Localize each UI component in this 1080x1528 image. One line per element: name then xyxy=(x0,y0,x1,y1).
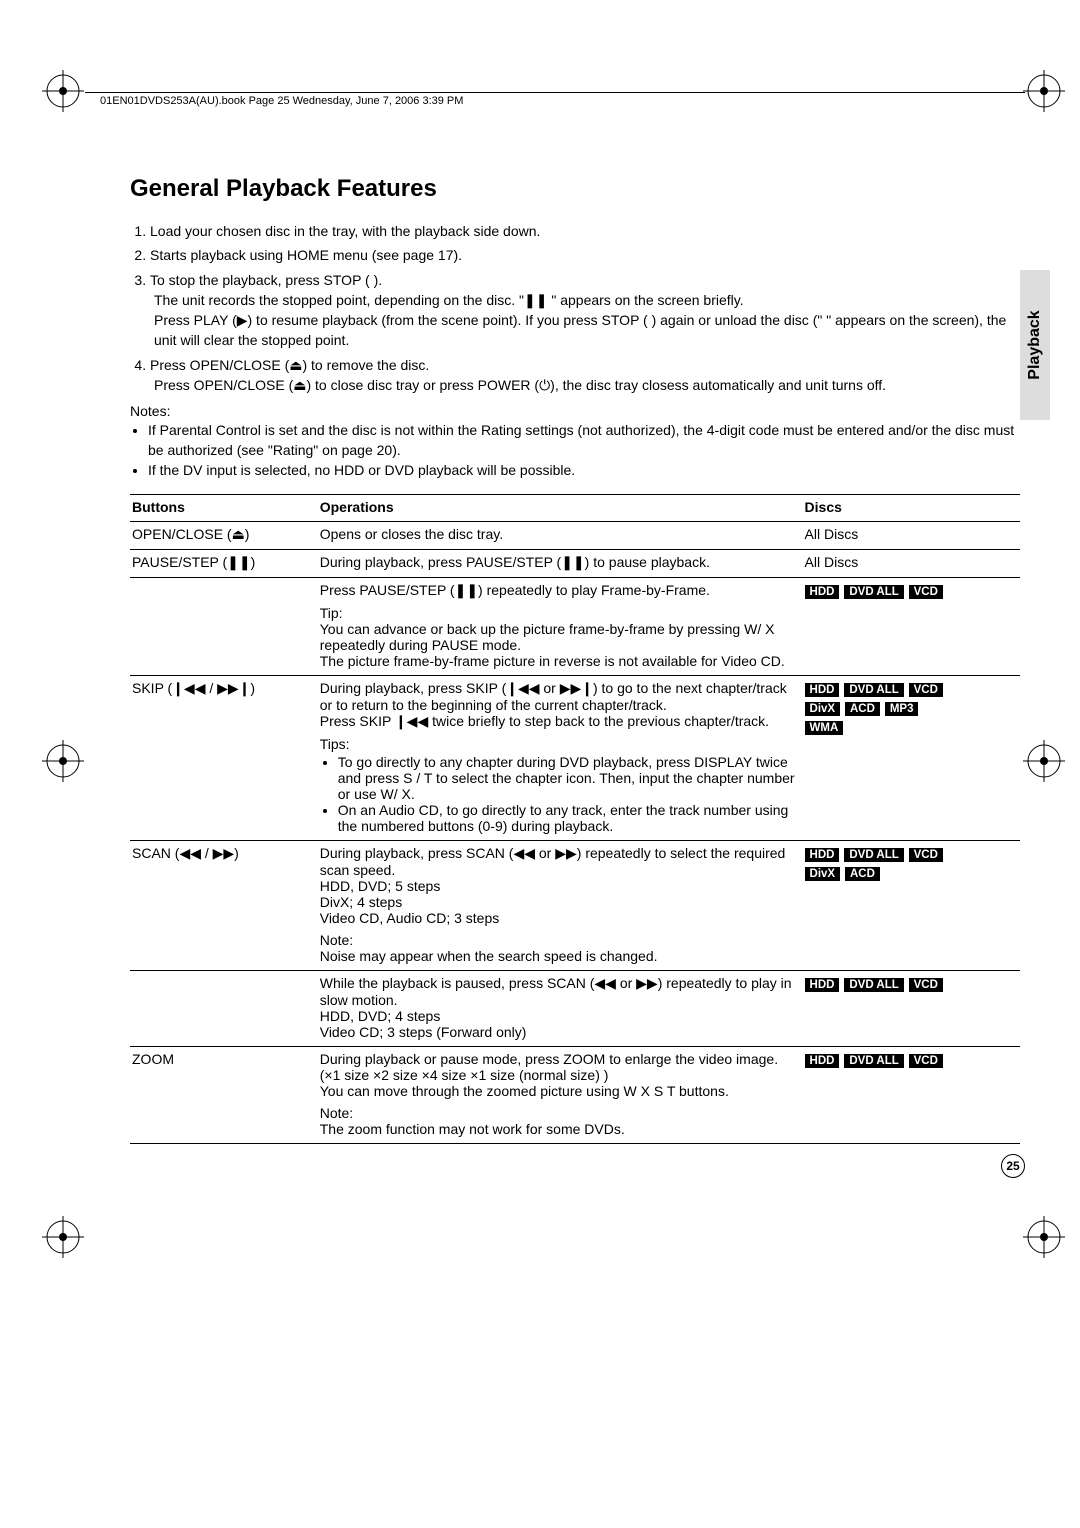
section-tab: Playback xyxy=(1020,270,1050,420)
row-skip: SKIP (❙◀◀ / ▶▶❙) During playback, press … xyxy=(130,676,1020,841)
disc-badge: DVD ALL xyxy=(844,848,903,862)
col-discs: Discs xyxy=(803,495,1020,522)
row-openclose: OPEN/CLOSE (⏏) Opens or closes the disc … xyxy=(130,522,1020,550)
cell-op: During playback, press SKIP (❙◀◀ or ▶▶❙)… xyxy=(318,676,803,841)
cell-disc: All Discs xyxy=(803,550,1020,578)
disc-badge: HDD xyxy=(805,683,840,697)
row-zoom: ZOOM During playback or pause mode, pres… xyxy=(130,1047,1020,1144)
cell-btn: SKIP (❙◀◀ / ▶▶❙) xyxy=(130,676,318,841)
crop-mark-icon xyxy=(1023,740,1065,782)
crop-mark-icon xyxy=(42,740,84,782)
cell-disc: HDD DVD ALL VCD xyxy=(803,1047,1020,1144)
disc-badge: ACD xyxy=(845,867,880,881)
cell-btn xyxy=(130,971,318,1047)
disc-badge: HDD xyxy=(805,1054,840,1068)
section-tab-label: Playback xyxy=(1026,310,1044,379)
cell-btn xyxy=(130,578,318,676)
cell-btn: PAUSE/STEP (❚❚) xyxy=(130,550,318,578)
step-4: Press OPEN/CLOSE (⏏) to remove the disc.… xyxy=(150,355,1020,396)
header-rule xyxy=(85,92,1025,93)
disc-badge: HDD xyxy=(805,848,840,862)
crop-mark-icon xyxy=(1023,70,1065,112)
cell-op: While the playback is paused, press SCAN… xyxy=(318,971,803,1047)
disc-badge: WMA xyxy=(805,721,844,735)
features-table: Buttons Operations Discs OPEN/CLOSE (⏏) … xyxy=(130,494,1020,1144)
notes-heading: Notes: xyxy=(130,403,1020,419)
crop-mark-icon xyxy=(42,70,84,112)
page-number: 25 xyxy=(1001,1154,1025,1178)
page-header-meta: 01EN01DVDS253A(AU).book Page 25 Wednesda… xyxy=(100,95,463,107)
disc-badge: DVD ALL xyxy=(844,978,903,992)
table-header-row: Buttons Operations Discs xyxy=(130,495,1020,522)
cell-disc: All Discs xyxy=(803,522,1020,550)
disc-badge: MP3 xyxy=(885,702,919,716)
col-buttons: Buttons xyxy=(130,495,318,522)
disc-badge: VCD xyxy=(909,978,943,992)
cell-op: Opens or closes the disc tray. xyxy=(318,522,803,550)
step-3: To stop the playback, press STOP ( ). Th… xyxy=(150,270,1020,351)
cell-op: Press PAUSE/STEP (❚❚) repeatedly to play… xyxy=(318,578,803,676)
cell-disc: HDD DVD ALL VCD DivX ACD xyxy=(803,841,1020,971)
disc-badge: DivX xyxy=(805,867,841,881)
crop-mark-icon xyxy=(42,1216,84,1258)
disc-badge: HDD xyxy=(805,978,840,992)
disc-badge: DivX xyxy=(805,702,841,716)
cell-btn: SCAN (◀◀ / ▶▶) xyxy=(130,841,318,971)
disc-badge: ACD xyxy=(845,702,880,716)
row-pause-2: Press PAUSE/STEP (❚❚) repeatedly to play… xyxy=(130,578,1020,676)
cell-btn: ZOOM xyxy=(130,1047,318,1144)
page-title: General Playback Features xyxy=(130,175,1020,203)
manual-page: 01EN01DVDS253A(AU).book Page 25 Wednesda… xyxy=(0,0,1080,1528)
crop-mark-icon xyxy=(1023,1216,1065,1258)
cell-op: During playback, press PAUSE/STEP (❚❚) t… xyxy=(318,550,803,578)
row-scan-2: While the playback is paused, press SCAN… xyxy=(130,971,1020,1047)
disc-badge: DVD ALL xyxy=(844,1054,903,1068)
disc-badge: DVD ALL xyxy=(844,683,903,697)
tips-list: To go directly to any chapter during DVD… xyxy=(320,754,797,834)
disc-badge: DVD ALL xyxy=(844,585,903,599)
cell-disc: HDD DVD ALL VCD DivX ACD MP3 WMA xyxy=(803,676,1020,841)
intro-steps: Load your chosen disc in the tray, with … xyxy=(130,221,1020,395)
row-scan-1: SCAN (◀◀ / ▶▶) During playback, press SC… xyxy=(130,841,1020,971)
col-operations: Operations xyxy=(318,495,803,522)
cell-disc: HDD DVD ALL VCD xyxy=(803,578,1020,676)
cell-op: During playback or pause mode, press ZOO… xyxy=(318,1047,803,1144)
step-1: Load your chosen disc in the tray, with … xyxy=(150,221,1020,241)
disc-badge: HDD xyxy=(805,585,840,599)
note-1: If Parental Control is set and the disc … xyxy=(148,421,1020,460)
disc-badge: VCD xyxy=(909,585,943,599)
step-2: Starts playback using HOME menu (see pag… xyxy=(150,245,1020,265)
cell-btn: OPEN/CLOSE (⏏) xyxy=(130,522,318,550)
main-content: General Playback Features Load your chos… xyxy=(130,175,1020,1144)
cell-disc: HDD DVD ALL VCD xyxy=(803,971,1020,1047)
row-pause-1: PAUSE/STEP (❚❚) During playback, press P… xyxy=(130,550,1020,578)
notes-list: If Parental Control is set and the disc … xyxy=(130,421,1020,480)
disc-badge: VCD xyxy=(909,848,943,862)
disc-badge: VCD xyxy=(909,1054,943,1068)
note-2: If the DV input is selected, no HDD or D… xyxy=(148,461,1020,481)
cell-op: During playback, press SCAN (◀◀ or ▶▶) r… xyxy=(318,841,803,971)
disc-badge: VCD xyxy=(909,683,943,697)
